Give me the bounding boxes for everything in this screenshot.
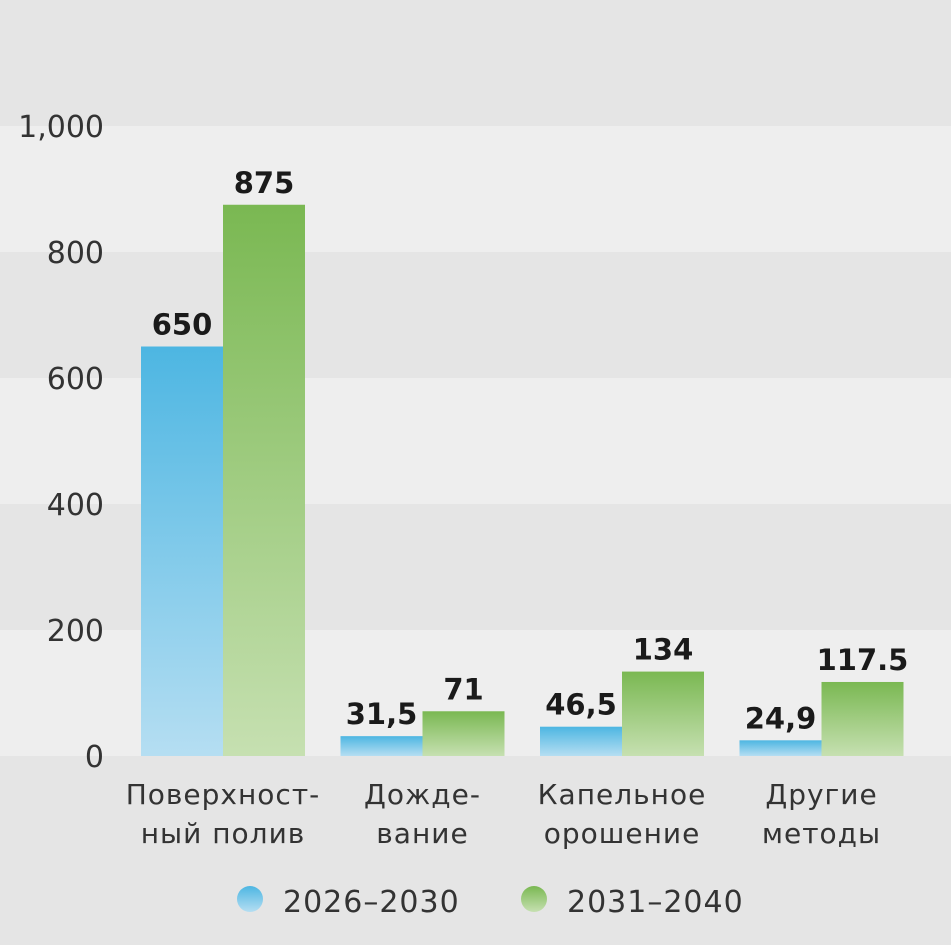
category-label: ный полив bbox=[141, 817, 306, 850]
bar-value-label: 875 bbox=[234, 166, 295, 200]
category-label: Другие bbox=[765, 778, 877, 811]
legend-swatch bbox=[521, 886, 547, 912]
category-label: вание bbox=[376, 817, 468, 850]
x-axis: Поверхност-ный полив Дожде-вание Капельное… bbox=[126, 778, 881, 850]
bar-value-label: 117.5 bbox=[817, 643, 909, 677]
category-label: Дожде- bbox=[364, 778, 481, 811]
y-tick-label: 400 bbox=[47, 488, 104, 523]
bar bbox=[141, 346, 223, 756]
y-tick-label: 600 bbox=[47, 362, 104, 397]
bar-value-label: 650 bbox=[152, 308, 213, 342]
y-tick-label: 1,000 bbox=[18, 110, 104, 145]
category-label: орошение bbox=[544, 817, 701, 850]
category-label: методы bbox=[762, 817, 881, 850]
bar bbox=[540, 726, 622, 756]
y-axis: 0 200 400 600 800 1,000 bbox=[18, 110, 104, 775]
category-label: Капельное bbox=[538, 778, 707, 811]
y-tick-label: 0 bbox=[85, 740, 104, 775]
y-tick-label: 200 bbox=[47, 614, 104, 649]
grid-band bbox=[0, 126, 951, 252]
legend-label: 2026–2030 bbox=[283, 885, 460, 920]
y-tick-label: 800 bbox=[47, 236, 104, 271]
bar bbox=[223, 204, 305, 756]
category-label: Поверхност- bbox=[126, 778, 321, 811]
bar-value-label: 71 bbox=[443, 672, 483, 706]
bar-value-label: 31,5 bbox=[346, 697, 418, 731]
legend: 2026–2030 2031–2040 bbox=[237, 885, 744, 920]
bar-value-label: 24,9 bbox=[745, 701, 817, 735]
legend-swatch bbox=[237, 886, 263, 912]
bars bbox=[141, 204, 904, 756]
bar bbox=[340, 736, 423, 756]
bar bbox=[821, 681, 904, 756]
bar bbox=[622, 671, 704, 756]
bar bbox=[739, 740, 822, 756]
bar bbox=[422, 711, 505, 756]
legend-label: 2031–2040 bbox=[567, 885, 744, 920]
bar-value-label: 134 bbox=[633, 633, 694, 667]
grid-bands bbox=[0, 126, 951, 756]
bar-value-label: 46,5 bbox=[545, 688, 617, 722]
